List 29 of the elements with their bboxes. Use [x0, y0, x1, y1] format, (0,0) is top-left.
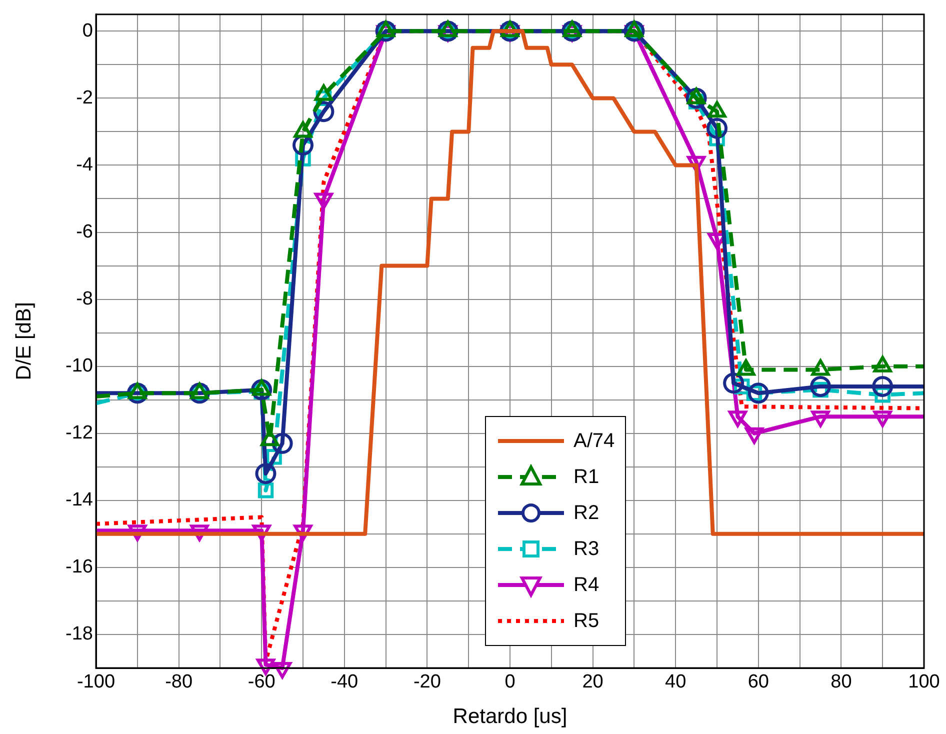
x-tick-label: -40: [330, 672, 358, 693]
legend-label: R5: [574, 610, 600, 632]
y-tick-label: 0: [82, 20, 93, 42]
y-axis-title: D/E [dB]: [12, 302, 36, 380]
x-axis-title: Retardo [us]: [452, 705, 568, 728]
x-tick-label: 60: [748, 672, 769, 693]
legend-label: R4: [574, 574, 600, 596]
y-tick-label: -12: [66, 422, 93, 444]
legend-label: R1: [574, 466, 600, 488]
y-tick-label: -8: [76, 288, 93, 310]
y-tick-label: -2: [76, 87, 93, 108]
x-tick-label: 0: [504, 672, 516, 693]
y-tick-label: -16: [66, 556, 93, 578]
legend-label: R3: [574, 538, 600, 560]
x-tick-label: -100: [76, 672, 116, 693]
x-tick-label: 40: [665, 672, 686, 693]
x-tick-label: -80: [165, 672, 193, 693]
legend-label: R2: [574, 502, 600, 524]
x-tick-label: -20: [413, 672, 441, 693]
y-tick-label: -18: [66, 624, 93, 645]
x-tick-label: 100: [908, 672, 940, 693]
y-tick-label: -14: [66, 490, 94, 511]
x-tick-label: 80: [830, 672, 852, 693]
legend-label: A/74: [574, 430, 615, 452]
x-tick-label: 20: [582, 672, 604, 693]
x-tick-label: -60: [248, 672, 276, 693]
y-tick-label: -6: [76, 222, 93, 242]
y-tick-label: -4: [76, 154, 94, 176]
y-tick-label: -10: [66, 356, 93, 377]
